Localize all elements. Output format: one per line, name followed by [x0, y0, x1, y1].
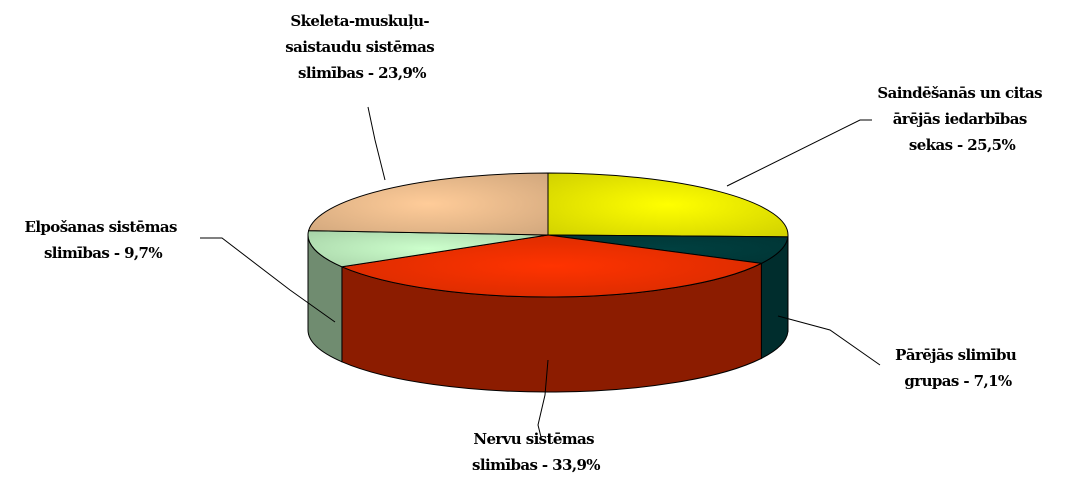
leader-line-0 [726, 119, 872, 187]
leader-line-3 [200, 237, 336, 323]
pie-slice-3 [307, 230, 549, 268]
leader-line-4 [367, 106, 386, 181]
data-labels: Saindēšanās un citas ārējās iedarbības s… [24, 12, 1046, 474]
data-label-2: Nervu sistēmas slimības - 33,9% [472, 430, 600, 474]
pie-top-slices [307, 172, 789, 298]
leader-line-1 [777, 315, 881, 366]
pie-slice-1 [547, 234, 789, 264]
data-label-1: Pārējās slimību grupas - 7,1% [895, 346, 1021, 390]
data-label-3: Elpošanas sistēmas slimības - 9,7% [24, 218, 181, 262]
pie-sides [307, 234, 789, 393]
pie-slice-4 [307, 172, 549, 236]
pie-slice-0 [547, 172, 789, 238]
pie-slice-2 [340, 234, 764, 298]
leader-lines [200, 106, 881, 438]
data-label-4: Skeleta-muskuļu- saistaudu sistēmas slim… [285, 12, 438, 82]
leader-line-2 [537, 359, 549, 438]
data-label-0: Saindēšanās un citas ārējās iedarbības s… [877, 84, 1046, 154]
